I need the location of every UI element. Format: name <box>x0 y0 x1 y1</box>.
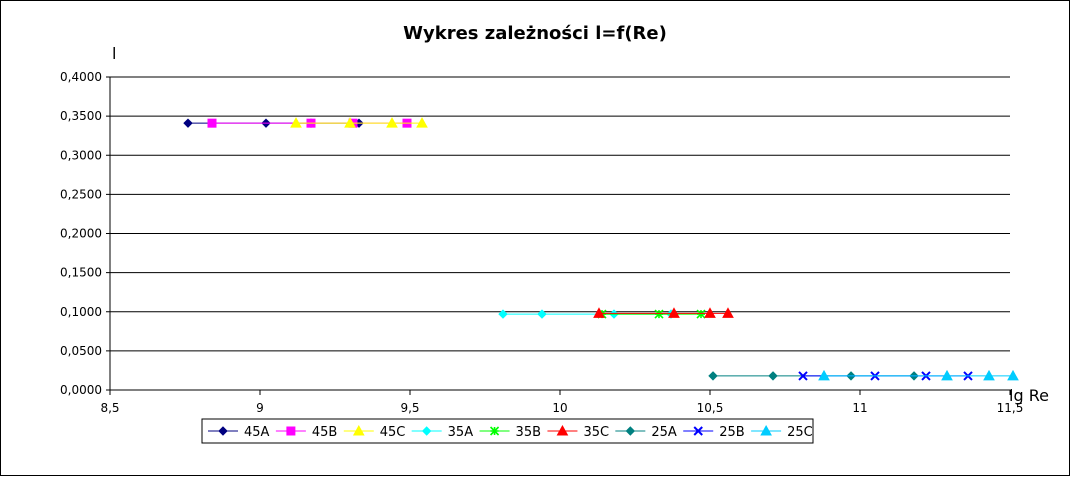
data-point <box>818 369 830 381</box>
data-point <box>798 371 808 381</box>
y-tick-label: 0,0000 <box>60 383 102 397</box>
x-tick-labels: 8,5 9 9,5 10 10,5 11 11,5 <box>100 401 1023 415</box>
axes <box>106 76 1011 395</box>
data-point <box>537 309 547 319</box>
legend-label: 25B <box>719 425 744 440</box>
data-point <box>654 309 664 319</box>
x-tick-label: 10 <box>552 401 567 415</box>
plot-series <box>183 117 1019 381</box>
data-point <box>983 369 995 381</box>
x-tick-label: 11 <box>852 401 867 415</box>
legend-label: 35C <box>583 425 609 440</box>
legend-entry-45C: 45C <box>343 424 406 440</box>
chart-title: Wykres zależności l=f(Re) <box>403 23 667 44</box>
legend-entry-35B: 35B <box>479 425 541 440</box>
data-point <box>207 118 217 128</box>
legend-marker <box>352 424 365 436</box>
legend-entry-25C: 25C <box>751 424 813 440</box>
data-point <box>593 307 605 318</box>
legend-entry-45B: 45B <box>275 425 337 440</box>
legend-marker <box>421 426 432 436</box>
legend-label: 25A <box>651 425 677 440</box>
legend-marker <box>625 426 636 436</box>
legend-label: 45B <box>312 425 337 440</box>
y-tick-labels: 0,0000 0,0500 0,1000 0,1500 0,2000 0,2500 0,30… <box>60 70 102 397</box>
x-axis-label: lg Re <box>1009 386 1049 405</box>
data-point <box>668 307 680 318</box>
data-point <box>290 117 302 128</box>
legend-label: 35B <box>516 425 541 440</box>
data-point <box>696 309 706 319</box>
legend-label: 35A <box>448 425 474 440</box>
y-tick-label: 0,1500 <box>60 266 102 280</box>
y-tick-label: 0,0500 <box>60 344 102 358</box>
legend-marker <box>556 424 569 436</box>
data-point <box>386 117 398 128</box>
data-point <box>941 369 953 381</box>
x-tick-label: 11,5 <box>997 401 1024 415</box>
series-35C <box>593 307 734 318</box>
x-tick-label: 9,5 <box>400 401 419 415</box>
legend-label: 25C <box>787 425 813 440</box>
y-tick-label: 0,1000 <box>60 305 102 319</box>
series-25C <box>818 369 1019 381</box>
x-tick-label: 8,5 <box>100 401 119 415</box>
series-45C <box>290 117 428 128</box>
legend: 45A 45B 45C 35A 35B 35C 25A 25B 25C <box>201 418 814 444</box>
x-tick-label: 9 <box>256 401 264 415</box>
y-tick-label: 0,3000 <box>60 148 102 162</box>
legend-entry-45A: 45A <box>208 425 270 440</box>
legend-marker <box>489 426 500 436</box>
y-tick-label: 0,3500 <box>60 109 102 123</box>
x-tick-label: 10,5 <box>697 401 724 415</box>
data-point <box>344 117 356 128</box>
data-point <box>768 371 778 381</box>
data-point <box>183 118 193 128</box>
gridlines <box>110 76 1010 352</box>
data-point <box>498 309 508 319</box>
legend-entry-35A: 35A <box>411 425 474 440</box>
data-point <box>704 307 716 318</box>
legend-marker <box>693 426 703 436</box>
legend-marker <box>286 426 296 436</box>
y-tick-label: 0,4000 <box>60 70 102 84</box>
legend-label: 45A <box>244 425 270 440</box>
data-point <box>708 371 718 381</box>
y-axis-label: l <box>112 44 116 63</box>
legend-entry-35C: 35C <box>547 424 609 440</box>
data-point <box>416 117 428 128</box>
y-tick-label: 0,2000 <box>60 227 102 241</box>
legend-marker <box>218 426 228 436</box>
legend-label: 45C <box>380 425 406 440</box>
data-point <box>722 307 734 318</box>
y-tick-label: 0,2500 <box>60 187 102 201</box>
data-point <box>1007 369 1019 381</box>
legend-entry-25A: 25A <box>615 425 677 440</box>
legend-entry-25B: 25B <box>683 425 745 440</box>
legend-marker <box>760 424 772 436</box>
